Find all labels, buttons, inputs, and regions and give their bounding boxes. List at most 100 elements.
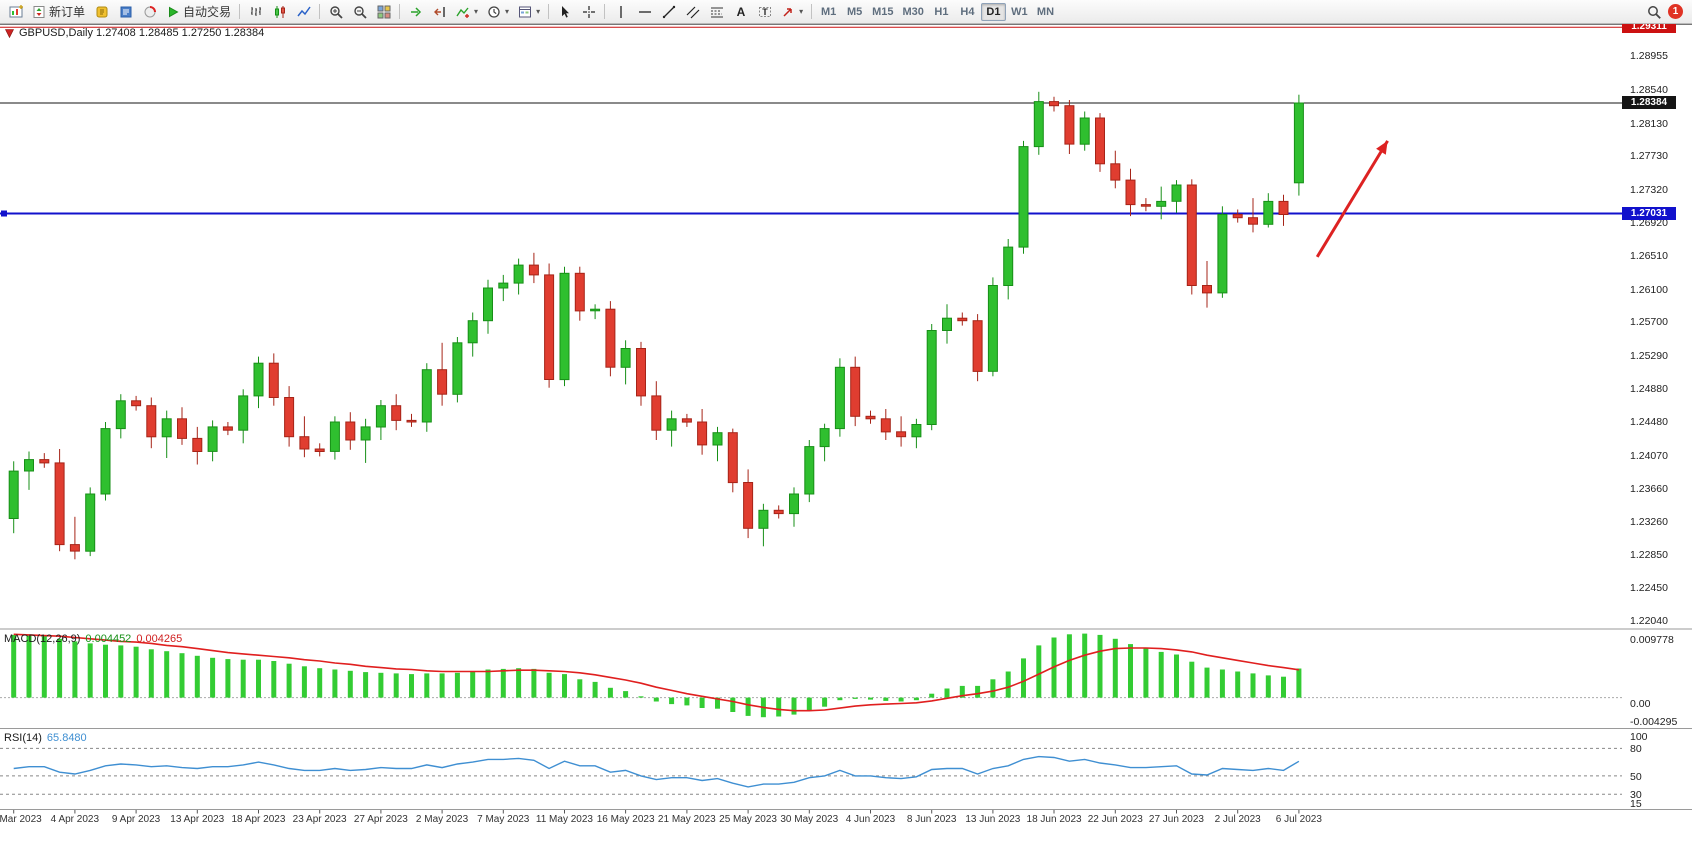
channel-button[interactable]	[681, 2, 704, 22]
candle	[773, 509, 784, 515]
line-chart-icon	[296, 6, 311, 16]
candle	[865, 415, 876, 420]
trendline-button[interactable]	[657, 2, 680, 22]
zoom-out-button[interactable]	[348, 2, 371, 22]
candle	[8, 470, 19, 520]
trend-arrow[interactable]	[1315, 140, 1389, 258]
candle	[605, 308, 616, 368]
metaeditor-icon	[96, 6, 108, 17]
chart-area: GBPUSD,Daily 1.27408 1.28485 1.27250 1.2…	[0, 20, 1692, 845]
chevron-down-icon: ▾	[536, 6, 541, 16]
timeframe-button-m30[interactable]: M30	[899, 3, 928, 21]
candle	[192, 437, 203, 452]
date-axis-label: 4 Jun 2023	[845, 814, 896, 825]
timeframe-button-h1[interactable]: H1	[929, 3, 954, 21]
candle	[697, 421, 708, 446]
candle	[467, 320, 478, 344]
timeframe-button-d1[interactable]: D1	[980, 2, 1006, 21]
candle	[880, 418, 891, 433]
candle	[498, 282, 509, 289]
community-button[interactable]	[138, 2, 161, 22]
crosshair-button[interactable]	[577, 2, 600, 22]
new-order-button[interactable]: 新订单	[28, 2, 89, 22]
auto-scroll-button[interactable]	[404, 2, 427, 22]
new-order-label: 新订单	[49, 5, 86, 19]
candlestick-type-button[interactable]	[268, 2, 291, 22]
timeframe-button-w1[interactable]: W1	[1007, 3, 1032, 21]
market-watch-icon	[120, 6, 132, 17]
date-axis-label: 18 Jun 2023	[1026, 814, 1082, 825]
periods-button[interactable]: ▾	[483, 2, 513, 22]
text-button[interactable]: A	[729, 2, 752, 22]
candle	[39, 459, 50, 464]
chart-shift-button[interactable]	[428, 2, 451, 22]
candle	[1202, 285, 1212, 294]
new-chart-button[interactable]	[4, 2, 27, 22]
price-axis-label: 1.27730	[1630, 150, 1668, 163]
timeframe-button-m5[interactable]: M5	[842, 3, 867, 21]
candle	[329, 421, 340, 452]
price-axis-label: 1.22450	[1630, 581, 1668, 594]
market-watch-button[interactable]	[114, 2, 137, 22]
clock-icon	[488, 5, 500, 18]
candle	[406, 419, 417, 423]
date-axis-label: 23 Apr 2023	[292, 814, 347, 825]
ohlc-bars-icon	[250, 6, 261, 16]
price-axis-label: 1.24880	[1630, 383, 1668, 396]
timeframe-button-mn[interactable]: MN	[1033, 3, 1058, 21]
timeframe-group: M1 M5 M15 M30 H1 H4 D1 W1 MN	[816, 2, 1058, 21]
rsi-axis-label: 100	[1630, 731, 1648, 743]
rsi-axis-label: 30	[1630, 789, 1642, 802]
community-icon	[144, 5, 156, 17]
candle	[115, 400, 126, 430]
macd-axis-label: -0.004295	[1630, 716, 1678, 728]
candle	[804, 446, 815, 495]
vertical-line-button[interactable]	[609, 2, 632, 22]
date-axis-label: 13 Jun 2023	[965, 814, 1021, 825]
timeframe-button-m15[interactable]: M15	[868, 3, 897, 21]
toolbar-separator	[319, 4, 321, 19]
notification-badge[interactable]: 1	[1668, 4, 1683, 19]
date-axis-label: 13 Apr 2023	[170, 814, 225, 825]
line-chart-type-button[interactable]	[292, 2, 315, 22]
search-icon[interactable]	[1647, 5, 1661, 19]
metaeditor-button[interactable]	[90, 2, 113, 22]
candle	[972, 320, 983, 372]
candle	[789, 493, 799, 515]
candle	[421, 369, 432, 423]
text-label-button[interactable]: T	[753, 2, 776, 22]
cursor-button[interactable]	[553, 2, 576, 22]
chart-symbol-icon	[5, 28, 14, 38]
price-axis-label: 1.25290	[1630, 349, 1668, 362]
candle	[360, 426, 371, 441]
svg-text:T: T	[762, 7, 768, 17]
horizontal-line-button[interactable]	[633, 2, 656, 22]
zoom-in-button[interactable]	[324, 2, 347, 22]
fibonacci-button[interactable]	[705, 2, 728, 22]
timeframe-button-h4[interactable]: H4	[955, 3, 980, 21]
templates-button[interactable]: ▾	[514, 2, 544, 22]
auto-trading-button[interactable]: 自动交易	[162, 2, 235, 22]
candle	[712, 432, 723, 446]
candle	[620, 348, 631, 368]
toolbar-separator	[811, 4, 813, 19]
auto-trading-label: 自动交易	[183, 5, 232, 19]
bar-chart-type-button[interactable]	[244, 2, 267, 22]
price-axis-label: 1.23260	[1630, 515, 1668, 528]
candle	[727, 432, 738, 484]
tile-windows-button[interactable]	[372, 2, 395, 22]
hline-handle[interactable]	[1, 210, 7, 217]
candle	[1125, 179, 1136, 206]
text-icon: A	[736, 5, 745, 19]
candle	[513, 264, 524, 284]
price-axis-label: 1.26100	[1630, 283, 1668, 296]
candle	[911, 424, 922, 438]
timeframe-button-m1[interactable]: M1	[816, 3, 841, 21]
indicators-button[interactable]: ▾	[452, 2, 482, 22]
arrows-button[interactable]: ▾	[777, 2, 807, 22]
candle	[544, 274, 555, 380]
templates-icon	[519, 6, 532, 17]
candles-group	[8, 91, 1304, 560]
candle	[391, 405, 402, 421]
